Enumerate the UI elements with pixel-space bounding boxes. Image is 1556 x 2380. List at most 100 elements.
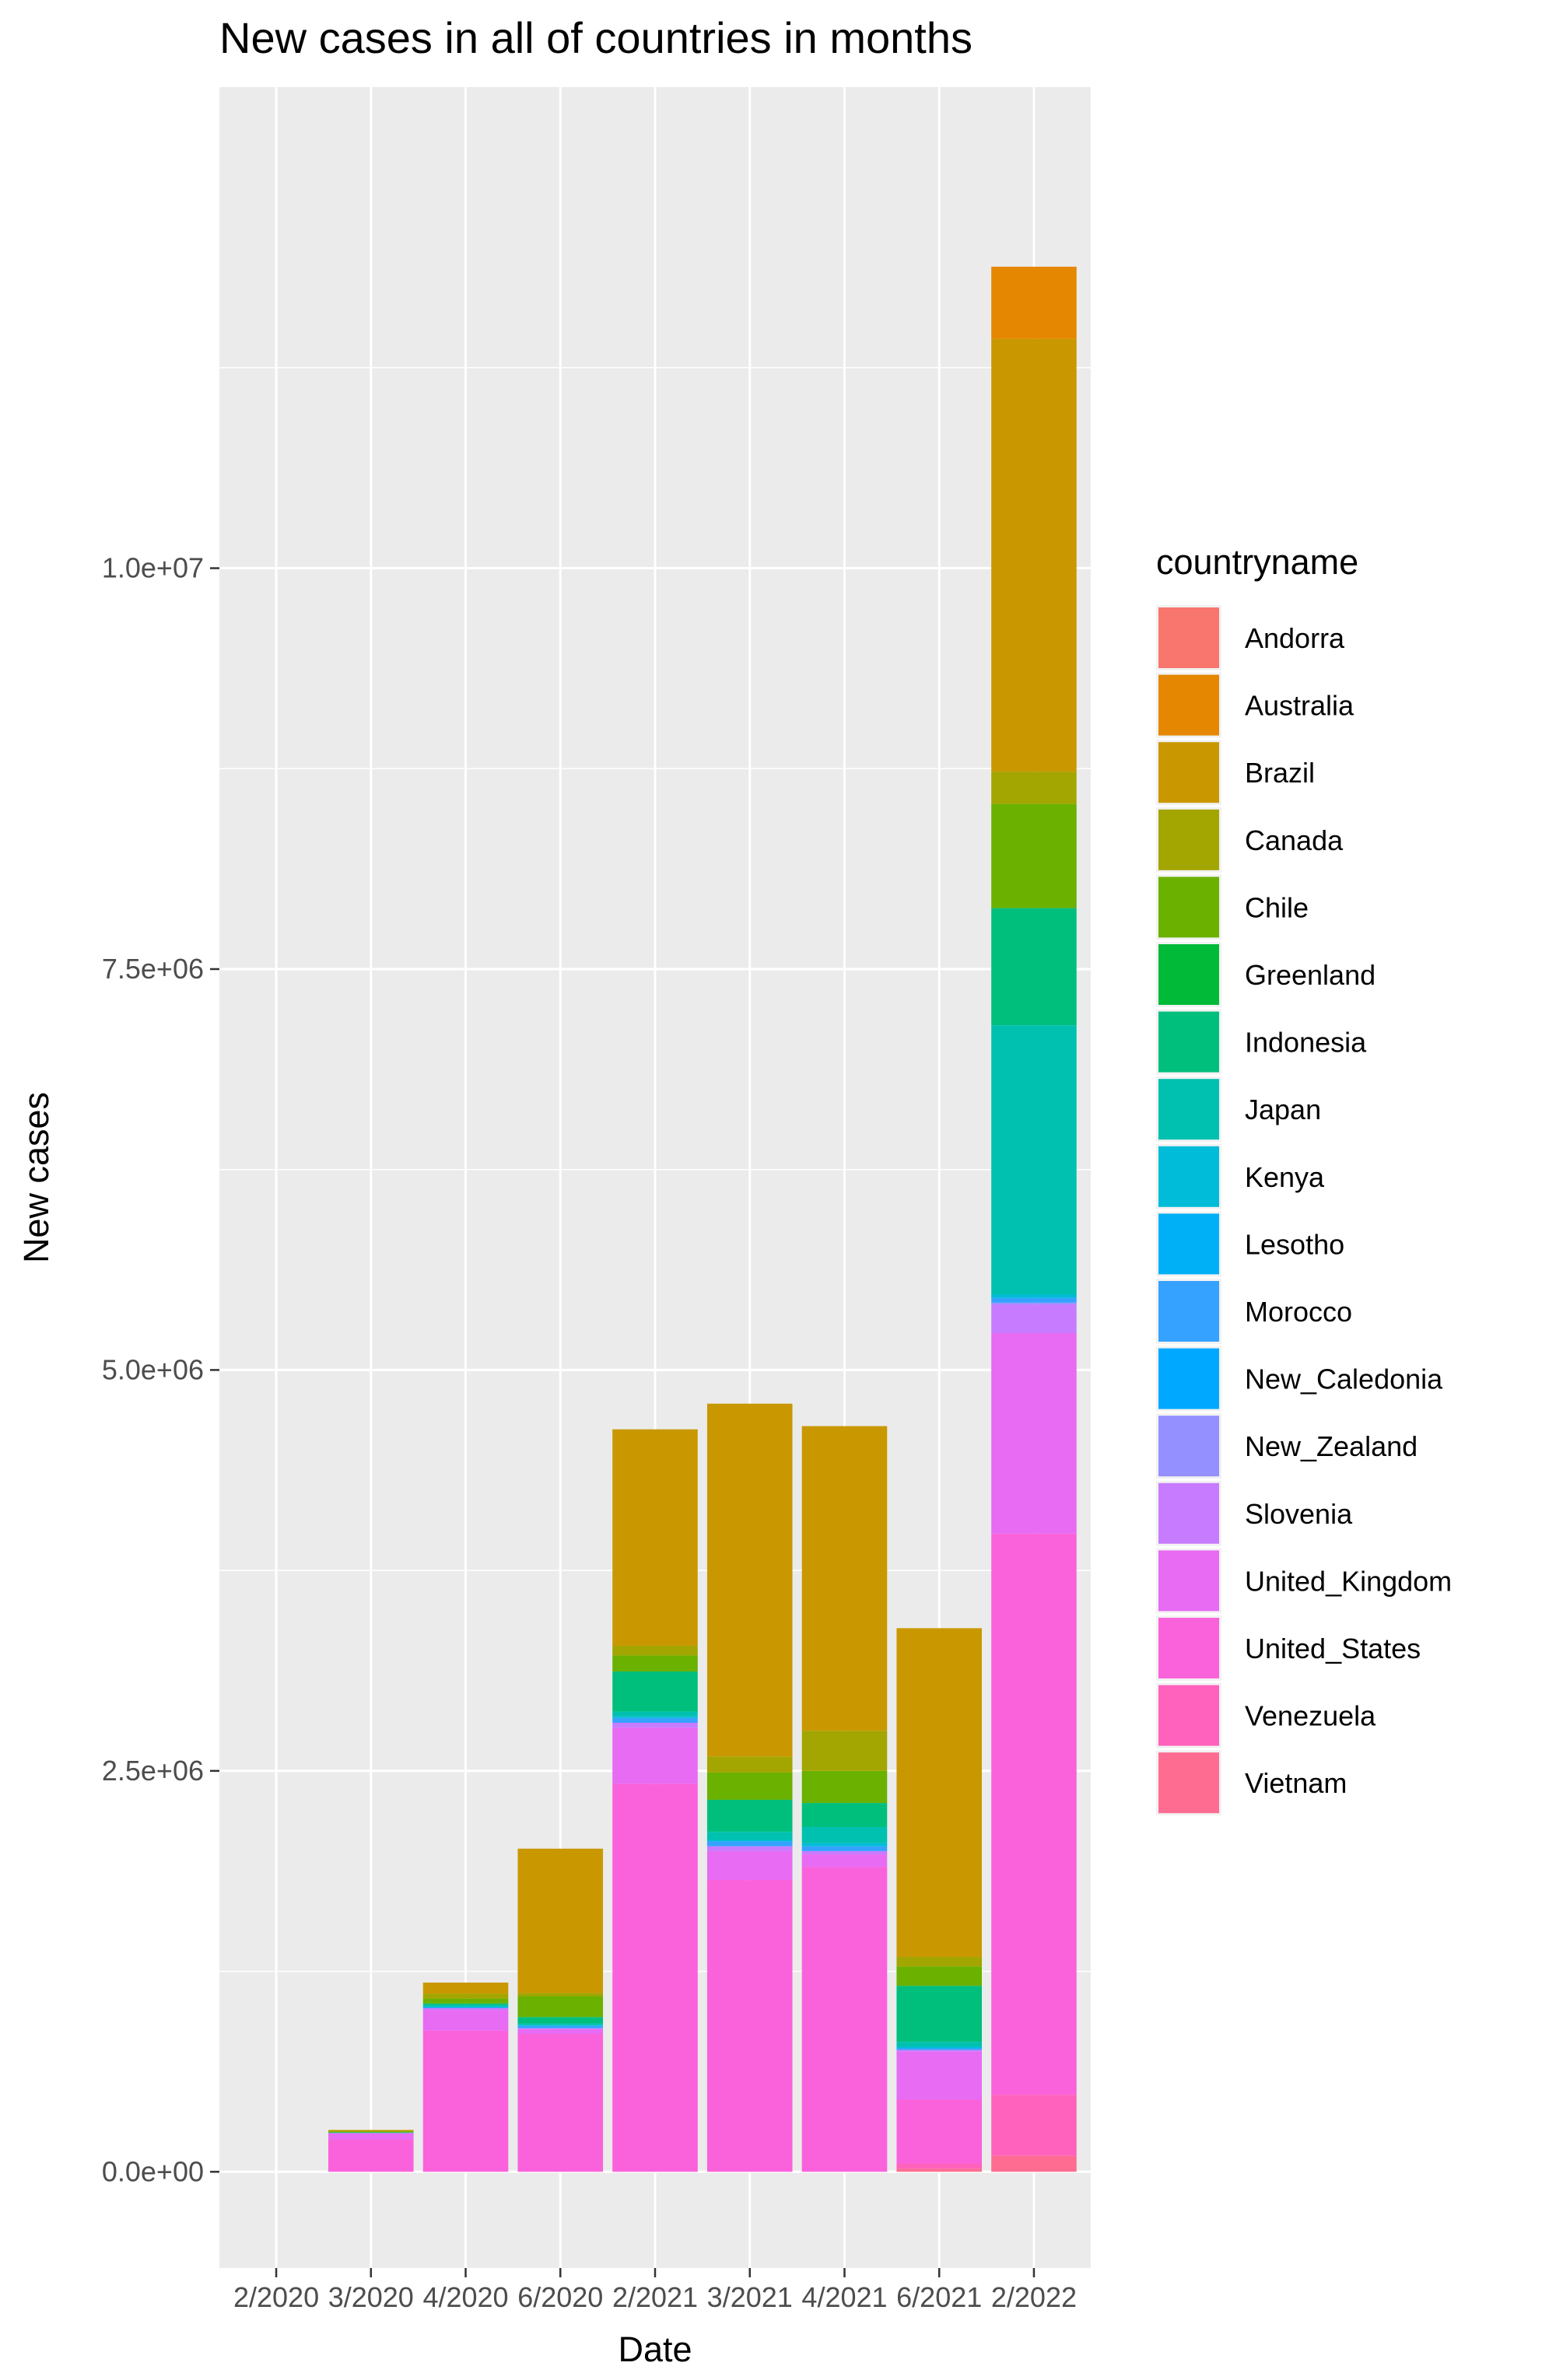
bar-segment — [991, 1304, 1077, 1333]
legend-swatch — [1158, 742, 1219, 803]
bar-segment — [801, 1846, 888, 1851]
legend-label: Lesotho — [1245, 1228, 1344, 1260]
bar-segment — [896, 2163, 982, 2169]
y-tick-label: 0.0e+00 — [102, 2155, 204, 2187]
x-axis: 2/2020 3/2020 4/2020 6/2020 2/2021 3/2021 4/20… — [233, 2268, 1077, 2313]
bar-segment — [991, 1294, 1077, 1298]
bar-segment — [517, 2033, 604, 2172]
bar-segment — [517, 2017, 604, 2024]
bar-segment — [612, 1716, 698, 1718]
bar-segment — [896, 2168, 982, 2172]
legend-label: United_States — [1245, 1633, 1421, 1664]
legend-swatch — [1158, 809, 1219, 870]
bar-segment — [517, 2028, 604, 2029]
bar-segment — [801, 1803, 888, 1828]
x-tick-label: 2/2022 — [991, 2281, 1077, 2313]
bar-segment — [801, 1854, 888, 1867]
bar-segment — [991, 338, 1077, 772]
legend-swatch — [1158, 1752, 1219, 1814]
bar-segment — [328, 2131, 414, 2133]
bar-segment — [706, 1846, 793, 1851]
x-tick-label: 2/2020 — [233, 2281, 319, 2313]
legend-swatch — [1158, 1685, 1219, 1746]
bar-segment — [896, 1986, 982, 2042]
x-axis-title: Date — [618, 2329, 692, 2369]
bar-segment — [991, 1297, 1077, 1303]
legend-swatch — [1158, 1079, 1219, 1140]
y-tick-label: 2.5e+06 — [102, 1755, 204, 1787]
bar-segment — [896, 2042, 982, 2047]
bar-segment — [896, 2051, 982, 2100]
legend-label: Kenya — [1245, 1161, 1325, 1193]
bar-segment — [422, 2010, 509, 2031]
bar-segment — [991, 772, 1077, 804]
legend-swatch — [1158, 607, 1219, 668]
bar-segment — [612, 1717, 698, 1723]
bar-segment — [328, 2133, 414, 2140]
bar-segment — [328, 2140, 414, 2172]
legend-label: Vietnam — [1245, 1767, 1347, 1799]
legend-swatch — [1158, 944, 1219, 1005]
legend-label: Slovenia — [1245, 1498, 1353, 1530]
bar-segment — [706, 1841, 793, 1846]
legend-label: Australia — [1245, 690, 1354, 722]
bar-segment — [612, 1646, 698, 1656]
bar-segment — [612, 1783, 698, 2172]
bar-segment — [991, 1302, 1077, 1304]
bar-segment — [991, 803, 1077, 908]
legend-swatch — [1158, 1618, 1219, 1678]
bar-segment — [517, 2028, 604, 2034]
bar-segment — [422, 2030, 509, 2172]
legend-label: Andorra — [1245, 622, 1345, 654]
bar-segment — [801, 1770, 888, 1804]
legend-label: Greenland — [1245, 959, 1376, 991]
bar-segment — [517, 2023, 604, 2025]
legend-label: Chile — [1245, 891, 1309, 923]
bar-segment — [896, 1966, 982, 1986]
bar-segment — [612, 1655, 698, 1672]
bar-segment — [706, 1403, 793, 1757]
bar-segment — [991, 1533, 1077, 2095]
bar-segment — [706, 1839, 793, 1842]
bar-segment — [422, 2004, 509, 2007]
bar-segment — [422, 2003, 509, 2005]
bar-segment — [706, 1756, 793, 1773]
x-tick-label: 4/2020 — [422, 2281, 508, 2313]
legend-label: Indonesia — [1245, 1027, 1367, 1059]
bar-segment — [991, 1332, 1077, 1534]
legend-label: New_Caledonia — [1245, 1363, 1443, 1395]
bar-segment — [612, 1723, 698, 1728]
bar-segment — [422, 1983, 509, 1994]
x-tick-label: 2/2021 — [612, 2281, 698, 2313]
x-tick-label: 6/2021 — [896, 2281, 982, 2313]
legend-label: Brazil — [1245, 757, 1315, 789]
legend-swatch — [1158, 1011, 1219, 1073]
y-tick-label: 7.5e+06 — [102, 953, 204, 985]
bar-segment — [517, 1996, 604, 2018]
bar-segment — [896, 2049, 982, 2052]
bar-segment — [612, 1429, 698, 1647]
legend-label: Japan — [1245, 1094, 1321, 1125]
x-tick-label: 6/2020 — [517, 2281, 603, 2313]
bar-segment — [706, 1832, 793, 1840]
legend-swatch — [1158, 1213, 1219, 1275]
bar-segment — [612, 1711, 698, 1717]
bar-segment — [991, 908, 1077, 1026]
bar-segment — [896, 1957, 982, 1967]
bar-segment — [991, 2095, 1077, 2156]
x-tick-label: 3/2020 — [328, 2281, 414, 2313]
legend-swatch — [1158, 1550, 1219, 1612]
bar-segment — [991, 2155, 1077, 2172]
bar-segment — [896, 1628, 982, 1958]
x-tick-label: 3/2021 — [707, 2281, 793, 2313]
bar-segment — [801, 1843, 888, 1846]
bar-segment — [422, 2007, 509, 2008]
legend-swatch — [1158, 877, 1219, 938]
legend-swatch — [1158, 1482, 1219, 1544]
bar-segment — [517, 2025, 604, 2028]
bars — [328, 266, 1077, 2172]
bar-segment — [801, 1426, 888, 1731]
bar-segment — [328, 2130, 414, 2132]
bar-segment — [706, 1799, 793, 1832]
